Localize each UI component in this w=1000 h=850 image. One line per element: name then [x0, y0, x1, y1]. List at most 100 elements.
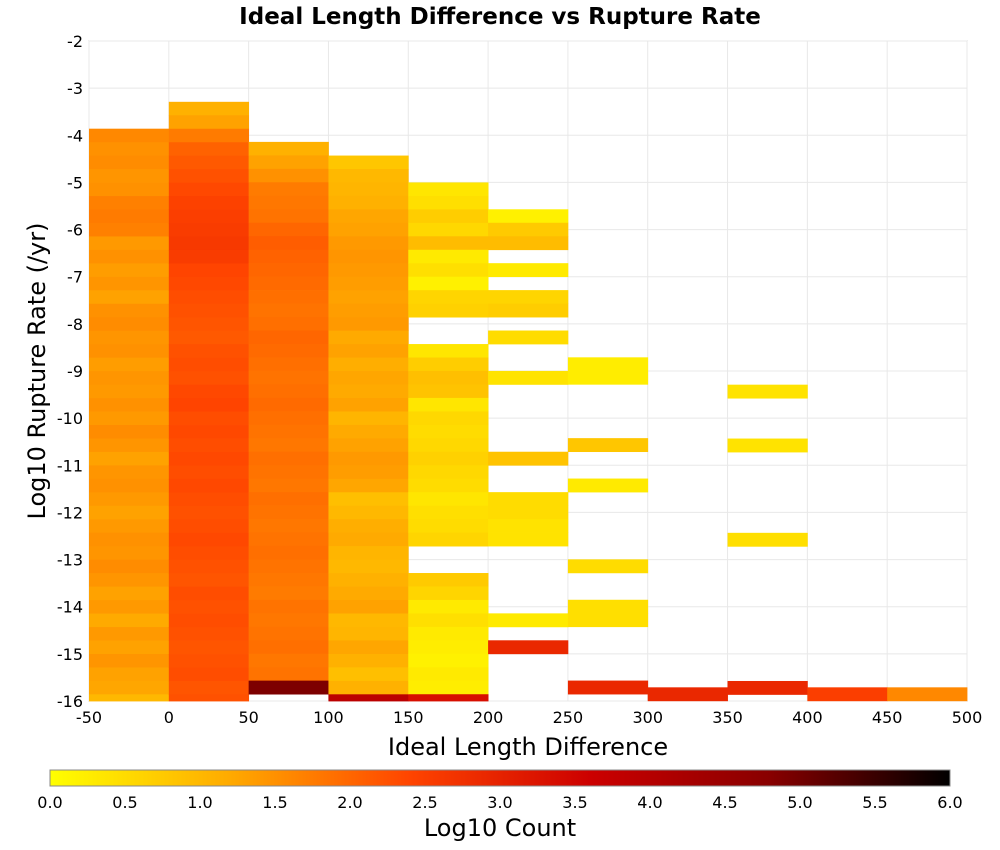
- heatmap-cell: [408, 209, 489, 224]
- heatmap-cell: [168, 357, 250, 372]
- heatmap-cell: [168, 559, 250, 574]
- heatmap-cell: [408, 357, 489, 372]
- x-axis-title: Ideal Length Difference: [388, 733, 668, 761]
- heatmap-cell: [168, 398, 250, 412]
- heatmap-cell: [488, 519, 569, 533]
- heatmap-cell: [248, 424, 329, 439]
- heatmap-cell: [89, 478, 170, 493]
- y-tick-label: -5: [67, 173, 83, 192]
- heatmap-cell: [168, 532, 250, 547]
- heatmap-cell: [248, 451, 329, 466]
- heatmap-cell: [408, 344, 489, 358]
- x-tick-label: 150: [393, 708, 424, 727]
- heatmap-cell: [328, 424, 409, 439]
- heatmap-cell: [89, 196, 170, 210]
- heatmap-cell: [408, 505, 489, 520]
- heatmap-cell: [248, 343, 329, 358]
- heatmap-cell: [168, 209, 250, 224]
- heatmap-cell: [89, 546, 170, 561]
- heatmap-cell: [89, 249, 170, 264]
- heatmap-cell: [408, 263, 489, 278]
- heatmap-cell: [89, 155, 170, 170]
- x-tick-label: 450: [872, 708, 903, 727]
- heatmap-cell: [248, 290, 329, 304]
- colorbar-tick-label: 3.5: [562, 793, 587, 812]
- heatmap-cell: [89, 317, 170, 332]
- heatmap-cell: [89, 573, 170, 588]
- colorbar-tick-label: 6.0: [937, 793, 962, 812]
- chart-title: Ideal Length Difference vs Rupture Rate: [239, 4, 761, 30]
- heatmap-cell: [168, 263, 250, 278]
- y-tick-label: -12: [57, 503, 83, 522]
- heatmap-cell: [408, 667, 489, 682]
- heatmap-cells: [89, 101, 968, 702]
- heatmap-cell: [328, 371, 409, 385]
- y-tick-label: -14: [57, 598, 83, 617]
- heatmap-cell: [89, 492, 170, 507]
- heatmap-cell: [408, 626, 489, 641]
- heatmap-cell: [168, 169, 250, 184]
- heatmap-cell: [168, 236, 250, 251]
- heatmap-cell: [408, 384, 489, 399]
- heatmap-cell: [408, 370, 489, 385]
- heatmap-cell: [328, 169, 409, 183]
- x-tick-label: 400: [792, 708, 823, 727]
- heatmap-cell: [488, 640, 569, 655]
- heatmap-cell: [567, 613, 649, 628]
- heatmap-cell: [727, 384, 808, 399]
- heatmap-cell: [248, 209, 329, 224]
- colorbar-tick-label: 5.0: [787, 793, 812, 812]
- heatmap-cell: [168, 330, 250, 345]
- heatmap-cell: [488, 492, 569, 507]
- heatmap-cell: [807, 687, 888, 702]
- colorbar-tick-label: 2.0: [337, 793, 362, 812]
- heatmap-cell: [408, 249, 489, 264]
- heatmap-cell: [328, 478, 409, 493]
- x-tick-label: 500: [952, 708, 983, 727]
- heatmap-cell: [248, 492, 329, 506]
- heatmap-cell: [567, 559, 649, 574]
- heatmap-cell: [408, 680, 489, 695]
- heatmap-cell: [488, 505, 569, 520]
- heatmap-cell: [567, 599, 649, 614]
- heatmap-cell: [248, 478, 329, 493]
- heatmap-cell: [89, 330, 170, 345]
- heatmap-cell: [408, 438, 489, 453]
- y-tick-label: -7: [67, 268, 83, 287]
- heatmap-cell: [328, 451, 409, 466]
- x-tick-label: 250: [553, 708, 584, 727]
- heatmap-cell: [328, 640, 409, 655]
- heatmap-cell: [328, 680, 409, 695]
- x-tick-label: 50: [238, 708, 258, 727]
- heatmap-cell: [328, 236, 409, 251]
- colorbar-ticks: 0.0 0.5 1.0 1.5 2.0 2.5 3.0 3.5 4.0 4.5 5.0 5.5 6.0: [37, 793, 962, 812]
- heatmap-cell: [328, 222, 409, 237]
- heatmap-cell: [248, 640, 329, 655]
- heatmap-cell: [567, 370, 649, 385]
- heatmap-cell: [328, 182, 409, 197]
- heatmap-cell: [488, 236, 569, 251]
- heatmap-cell: [248, 559, 329, 574]
- heatmap-cell: [168, 155, 250, 170]
- heatmap-cell: [248, 465, 329, 480]
- heatmap-cell: [89, 344, 170, 359]
- heatmap-cell: [248, 532, 329, 547]
- heatmap-cell: [248, 141, 329, 156]
- heatmap-cell: [168, 452, 250, 466]
- heatmap-cell: [168, 667, 250, 682]
- heatmap-cell: [168, 694, 250, 702]
- heatmap-cell: [328, 276, 409, 291]
- heatmap-cell: [328, 344, 409, 358]
- y-axis-title: Log10 Rupture Rate (/yr): [23, 223, 51, 520]
- heatmap-cell: [248, 384, 329, 399]
- colorbar-tick-label: 4.5: [712, 793, 737, 812]
- heatmap-cell: [89, 559, 170, 574]
- heatmap-cell: [248, 222, 329, 237]
- heatmap-cell: [408, 519, 489, 534]
- heatmap-cell: [408, 397, 489, 412]
- y-tick-label: -4: [67, 126, 83, 145]
- heatmap-cell: [89, 411, 170, 426]
- heatmap-cell: [168, 142, 250, 157]
- heatmap-cell: [89, 290, 170, 305]
